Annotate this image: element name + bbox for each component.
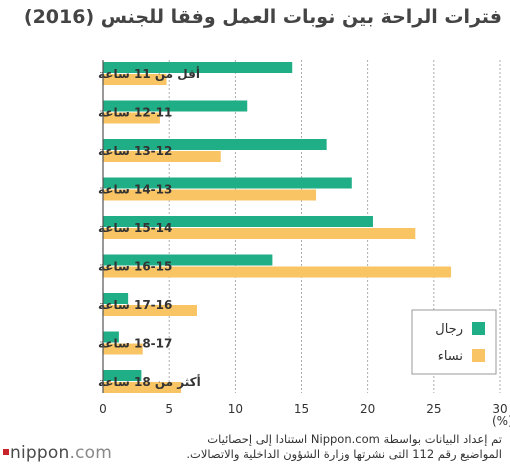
bar-men <box>103 254 273 266</box>
category-label: 17-16 ساعة <box>98 298 172 312</box>
bar-men <box>103 331 119 343</box>
bar-women <box>103 151 221 162</box>
bar-women <box>103 266 452 278</box>
legend: رجال نساء <box>411 309 497 375</box>
x-tick-label: 30 <box>492 402 507 416</box>
legend-box <box>411 309 497 375</box>
legend-label-women: نساء <box>438 349 463 364</box>
bar-women <box>103 228 416 239</box>
x-tick-label: 25 <box>426 402 441 416</box>
bar-men <box>103 100 248 112</box>
x-tick-labels: 0 5 10 15 20 25 30 <box>99 402 507 416</box>
category-label: 16-15 ساعة <box>98 260 172 274</box>
x-tick-label: 5 <box>165 402 173 416</box>
unit-label: (%) <box>492 414 510 428</box>
legend-swatch-women <box>472 349 485 362</box>
logo-suffix: .com <box>69 443 112 463</box>
bar-women <box>103 189 317 201</box>
bar-women <box>103 343 143 355</box>
category-label: أكثر من 18 ساعة <box>98 374 201 389</box>
legend-label-men: رجال <box>435 322 463 337</box>
category-label: 12-11 ساعة <box>98 106 172 120</box>
bar-women <box>103 112 160 124</box>
nippon-logo: nippon.com <box>3 443 112 463</box>
category-label: 18-17 ساعة <box>98 337 172 351</box>
category-label: 14-13 ساعة <box>98 183 172 197</box>
bar-men <box>103 62 293 73</box>
bar-women <box>103 74 167 85</box>
bar-men <box>103 293 129 304</box>
bars <box>103 62 452 393</box>
x-tick-label: 10 <box>228 402 243 416</box>
logo-dot-icon <box>3 448 9 455</box>
x-tick-label: 15 <box>294 402 309 416</box>
category-label: 15-14 ساعة <box>98 221 172 235</box>
bar-women <box>103 305 197 316</box>
bar-men <box>103 216 373 227</box>
logo-brand: nippon <box>10 443 70 463</box>
x-tick-label: 20 <box>360 402 375 416</box>
category-label: أقل من 11 ساعة <box>98 66 200 81</box>
bar-men <box>103 370 142 381</box>
bar-men <box>103 139 327 150</box>
x-tick-label: 0 <box>99 402 107 416</box>
category-label: 13-12 ساعة <box>98 144 172 158</box>
category-labels: أقل من 11 ساعة 12-11 ساعة 13-12 ساعة 14-13 … <box>98 66 201 389</box>
chart-title: فترات الراحة بين نوبات العمل وفقا للجنس … <box>23 6 502 28</box>
bar-men <box>103 177 352 189</box>
bar-women <box>103 382 182 393</box>
legend-swatch-men <box>472 322 485 335</box>
source-note: تم إعداد البيانات بواسطة Nippon.com استن… <box>186 432 502 461</box>
